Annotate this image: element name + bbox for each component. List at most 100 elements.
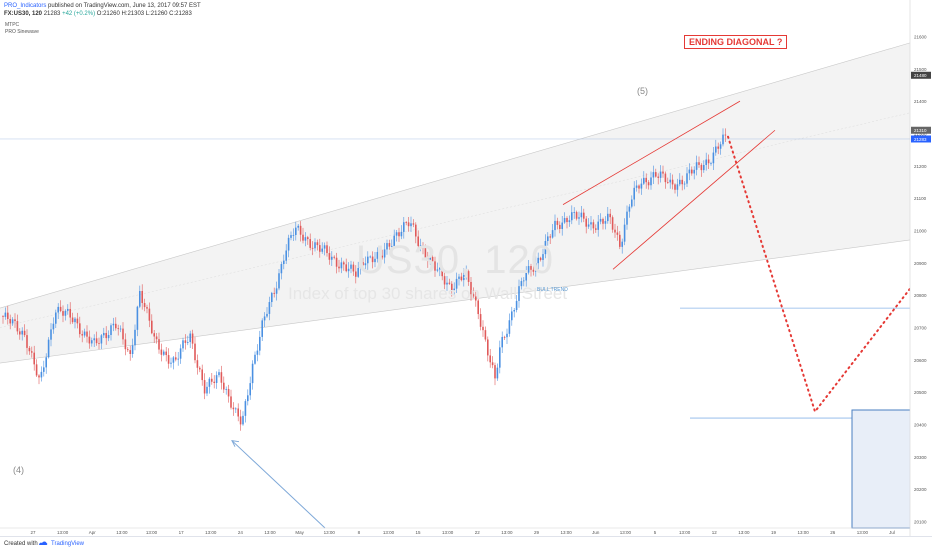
- time-tick: 5: [654, 530, 657, 535]
- publisher-link[interactable]: PRO_Indicators: [4, 3, 47, 9]
- time-tick: 13:00: [501, 530, 513, 535]
- tradingview-brand[interactable]: TradingView: [51, 541, 85, 547]
- candle-body: [110, 325, 112, 336]
- time-tick: 27: [30, 530, 36, 535]
- candle-body: [35, 364, 38, 376]
- candle-body: [88, 336, 91, 344]
- candle-body: [141, 291, 143, 304]
- candle-body: [595, 228, 597, 230]
- ending-diagonal-label: ENDING DIAGONAL ?: [684, 35, 788, 49]
- candle-body: [83, 331, 86, 336]
- candle-body: [374, 258, 376, 263]
- candle-body: [383, 249, 386, 258]
- time-tick: 29: [534, 530, 540, 535]
- candle-body: [587, 224, 590, 227]
- candle-body: [695, 162, 698, 170]
- price-tick: 20500: [914, 390, 927, 395]
- candle-body: [95, 338, 98, 344]
- candle-body: [103, 332, 105, 336]
- symbol-info: FX:US30, 120 21283 +42 (+0.2%) O:21260 H…: [4, 11, 192, 18]
- candle-body: [28, 347, 31, 352]
- candle-body: [647, 182, 650, 186]
- price-tick: 21200: [914, 164, 927, 169]
- candle-body: [566, 218, 568, 223]
- candle-body: [475, 296, 477, 301]
- price-tick: 20400: [914, 423, 927, 428]
- support-arrow-head: [231, 440, 240, 447]
- time-tick: 13:00: [146, 530, 158, 535]
- candle-body: [525, 272, 527, 281]
- candle-body: [635, 185, 638, 188]
- candle-body: [100, 335, 103, 344]
- bull-trend-label: BULL TREND: [537, 287, 568, 293]
- time-axis[interactable]: 27 13:00 Apr 13:00 13:00 17 13:00 24 13:00 May 13:…: [0, 527, 910, 535]
- candle-body: [527, 266, 530, 273]
- price-tick: 21600: [914, 34, 927, 39]
- candle-body: [273, 292, 275, 294]
- price-axis[interactable]: 21600 21500 21400 21300 21200 21100 21000 20900…: [909, 0, 932, 536]
- candle-body: [206, 386, 208, 394]
- candle-body: [2, 316, 4, 317]
- time-tick: 13:00: [57, 530, 69, 535]
- candle-body: [319, 245, 321, 252]
- candle-body: [91, 340, 93, 344]
- candle-body: [338, 266, 340, 269]
- time-tick: 13:00: [679, 530, 691, 535]
- candle-body: [611, 217, 614, 230]
- candle-body: [316, 242, 319, 246]
- candle-body: [549, 236, 551, 238]
- candle-body: [518, 286, 520, 301]
- candle-body: [268, 302, 271, 314]
- candle-body: [676, 184, 679, 190]
- candle-body: [242, 415, 244, 425]
- candle-body: [621, 241, 623, 247]
- candle-body: [244, 401, 247, 416]
- candle-body: [628, 206, 631, 212]
- candle-body: [655, 172, 657, 177]
- candle-body: [515, 300, 518, 311]
- time-tick: 8: [358, 530, 361, 535]
- price-tick: 20300: [914, 455, 927, 460]
- candle-body: [283, 260, 285, 265]
- price-tick: 21000: [914, 228, 927, 233]
- candle-body: [19, 331, 21, 335]
- time-tick: 24: [238, 530, 244, 535]
- candle-body: [179, 348, 182, 359]
- candle-body: [177, 358, 179, 360]
- candle-body: [151, 320, 153, 334]
- price-tick: 20200: [914, 487, 927, 492]
- price-tick: 20800: [914, 293, 927, 298]
- candle-body: [554, 220, 556, 231]
- candle-body: [131, 345, 134, 355]
- price-tick: 21100: [914, 196, 927, 201]
- candle-body: [506, 333, 508, 338]
- candle-body: [443, 276, 446, 285]
- publish-info: PRO_Indicators published on TradingView.…: [4, 3, 201, 10]
- candle-body: [40, 371, 43, 378]
- candle-body: [583, 212, 585, 219]
- candle-body: [659, 171, 662, 178]
- candle-body: [165, 351, 167, 356]
- indicator-mtpc[interactable]: MTPC: [5, 22, 20, 28]
- candle-body: [215, 375, 218, 383]
- candle-body: [489, 355, 491, 363]
- time-tick: 13:00: [798, 530, 810, 535]
- indicator-sinewave[interactable]: PRO Sinewave: [5, 29, 39, 35]
- symbol-name[interactable]: FX:US30, 120: [4, 11, 43, 17]
- candle-body: [691, 169, 693, 174]
- candle-body: [271, 292, 273, 303]
- candle-body: [266, 313, 268, 317]
- candle-body: [686, 173, 688, 184]
- candle-body: [681, 179, 683, 185]
- candle-body: [199, 367, 201, 370]
- candle-body: [467, 271, 470, 282]
- candle-body: [700, 164, 703, 171]
- candle-body: [9, 318, 11, 324]
- candle-body: [717, 146, 719, 149]
- candle-body: [261, 320, 263, 337]
- time-tick: 17: [179, 530, 185, 535]
- candle-body: [134, 329, 136, 346]
- candle-body: [592, 222, 595, 229]
- candle-body: [575, 212, 578, 219]
